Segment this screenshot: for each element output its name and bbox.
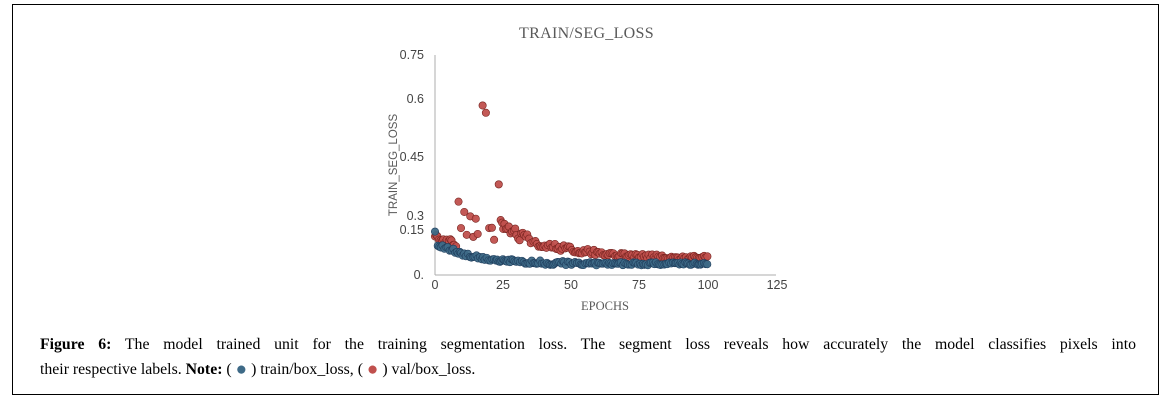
svg-text:0.75: 0.75	[400, 48, 424, 62]
svg-text:0: 0	[432, 278, 439, 292]
svg-text:0.6: 0.6	[407, 92, 424, 106]
svg-text:50: 50	[564, 278, 578, 292]
svg-text:0.45: 0.45	[400, 150, 424, 164]
svg-text:25: 25	[496, 278, 510, 292]
svg-text:125: 125	[767, 278, 788, 292]
svg-text:0.15: 0.15	[400, 223, 424, 237]
svg-text:100: 100	[698, 278, 719, 292]
svg-text:TRAIN_SEG_LOSS: TRAIN_SEG_LOSS	[388, 114, 400, 217]
svg-text:0.3: 0.3	[407, 209, 424, 223]
svg-text:75: 75	[632, 278, 646, 292]
svg-text:EPOCHS: EPOCHS	[581, 299, 629, 313]
svg-text:0.: 0.	[414, 268, 424, 282]
